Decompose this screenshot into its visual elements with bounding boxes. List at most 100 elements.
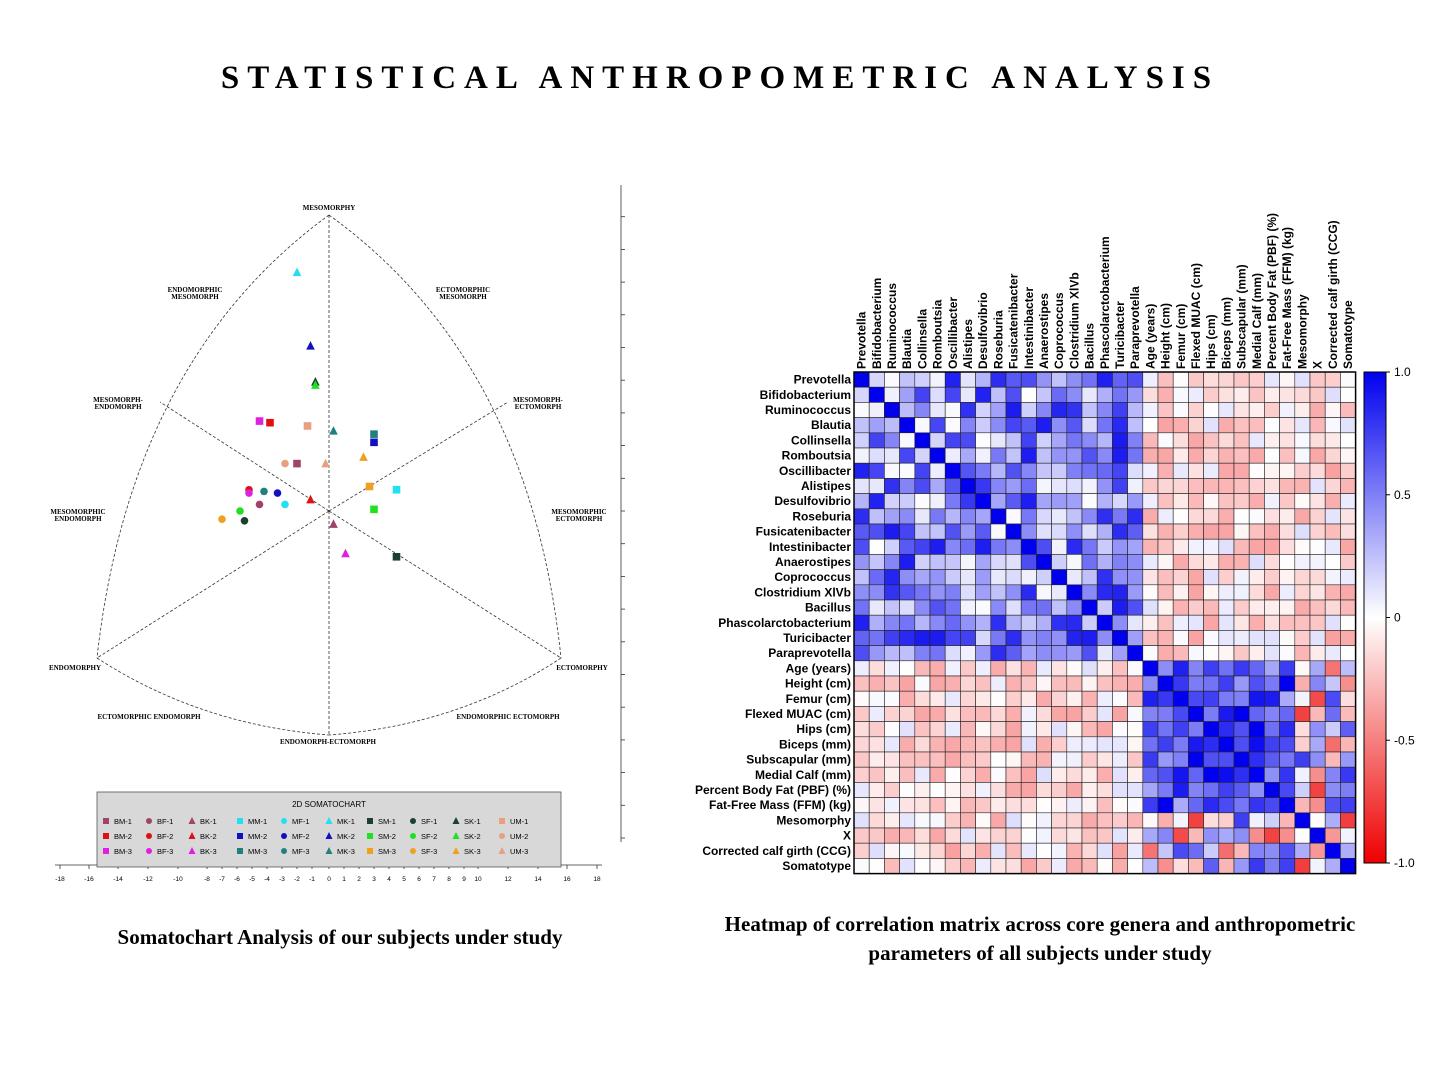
heatmap-cell — [1066, 630, 1083, 646]
heatmap-cell — [975, 766, 992, 783]
heatmap-cell — [914, 797, 931, 814]
heatmap-cell — [1172, 508, 1189, 525]
heatmap-cell — [1020, 523, 1037, 540]
heatmap-cell — [1203, 706, 1220, 722]
heatmap-cell — [1340, 554, 1356, 570]
heatmap-cell — [944, 478, 961, 494]
heatmap-cell — [1294, 523, 1311, 540]
heatmap-cell — [1309, 569, 1326, 586]
heatmap-cell — [1309, 493, 1326, 510]
heatmap-cell — [1127, 386, 1144, 403]
heatmap-cell — [1112, 645, 1128, 662]
heatmap-cell — [1279, 858, 1296, 874]
heatmap-cell — [1309, 402, 1326, 418]
heatmap-cell — [1294, 630, 1311, 646]
point-mk-3 — [329, 426, 338, 435]
heatmap-cell — [868, 812, 885, 829]
heatmap-cell — [1172, 371, 1189, 388]
heatmap-cell — [975, 842, 992, 859]
heatmap-cell — [1036, 478, 1052, 494]
heatmap-cell — [1005, 675, 1022, 692]
heatmap-cell — [1279, 599, 1296, 616]
heatmap-cell — [929, 386, 946, 403]
heatmap-cell — [1188, 827, 1204, 844]
heatmap-cell — [1324, 645, 1341, 662]
heatmap-cell — [975, 721, 992, 738]
heatmap-cell — [1096, 554, 1113, 570]
heatmap-cell — [884, 462, 900, 479]
heatmap-cell — [1096, 538, 1113, 555]
heatmap-cell — [1142, 675, 1159, 692]
heatmap-cell — [1264, 766, 1280, 783]
heatmap-cell — [853, 675, 870, 692]
heatmap-cell — [1188, 842, 1204, 859]
row-label: Percent Body Fat (PBF) (%) — [695, 783, 851, 797]
heatmap-cell — [914, 417, 931, 434]
heatmap-cell — [1248, 827, 1265, 844]
heatmap-cell — [929, 797, 946, 814]
heatmap-cell — [868, 858, 885, 874]
heatmap-cell — [1264, 675, 1280, 692]
heatmap-cell — [1142, 645, 1159, 662]
heatmap-colorbar: 1.0 0.5 0 -0.5 -1.0 — [1363, 365, 1415, 870]
heatmap-cell — [914, 614, 931, 631]
heatmap-cell — [1096, 432, 1113, 449]
heatmap-cell — [1294, 797, 1311, 814]
heatmap-cell — [1157, 584, 1174, 601]
heatmap-cell — [1233, 569, 1250, 586]
colorbar-tick-label: -0.5 — [1394, 733, 1415, 747]
heatmap-cell — [853, 858, 870, 874]
heatmap-cell — [1309, 706, 1326, 722]
heatmap-cell — [1005, 660, 1022, 677]
heatmap-cell — [1020, 827, 1037, 844]
heatmap-cell — [960, 751, 976, 768]
heatmap-cell — [1340, 523, 1356, 540]
heatmap-cell — [868, 478, 885, 494]
heatmap-cell — [1096, 797, 1113, 814]
heatmap-cell — [1309, 554, 1326, 570]
heatmap-cell — [1324, 706, 1341, 722]
heatmap-cell — [960, 432, 976, 449]
column-label: Alistipes — [961, 319, 975, 369]
heatmap-cell — [1264, 417, 1280, 434]
heatmap-cell — [899, 797, 916, 814]
heatmap-cell — [1020, 386, 1037, 403]
heatmap-cell — [1051, 614, 1068, 631]
heatmap-cell — [1127, 614, 1144, 631]
region-label-meso-ecto-1: MESOMORPH- — [513, 396, 563, 404]
heatmap-cell — [1036, 554, 1052, 570]
heatmap-cell — [1203, 523, 1220, 540]
heatmap-cell — [914, 432, 931, 449]
heatmap-cell — [1142, 660, 1159, 677]
heatmap-cell — [1324, 782, 1341, 798]
heatmap-cell — [944, 523, 961, 540]
heatmap-cell — [1066, 797, 1083, 814]
heatmap-cell — [1172, 554, 1189, 570]
heatmap-cell — [1081, 508, 1098, 525]
point-sk-2 — [311, 380, 320, 389]
point-um-1 — [303, 422, 312, 430]
heatmap-cell — [1142, 417, 1159, 434]
region-label-meso-ecto-2: ECTOMORPH — [515, 403, 562, 411]
heatmap-cell — [899, 371, 916, 388]
row-label: Anaerostipes — [775, 555, 851, 569]
heatmap-cell — [1112, 371, 1128, 388]
heatmap-cell — [1203, 630, 1220, 646]
heatmap-cell — [1036, 508, 1052, 525]
heatmap-cell — [1233, 402, 1250, 418]
frame-right-arc — [328, 214, 562, 659]
frame-bottom-left-arc — [96, 657, 330, 736]
legend-marker-mf-2 — [281, 833, 287, 839]
heatmap-cell — [1142, 523, 1159, 540]
heatmap-cell — [1020, 554, 1037, 570]
heatmap-cell — [884, 797, 900, 814]
heatmap-cell — [1036, 690, 1052, 707]
heatmap-cell — [1264, 706, 1280, 722]
heatmap-cell — [1248, 386, 1265, 403]
heatmap-cell — [1324, 447, 1341, 464]
heatmap-cell — [960, 493, 976, 510]
heatmap-cell — [1112, 690, 1128, 707]
heatmap-cell — [960, 417, 976, 434]
heatmap-cell — [1096, 417, 1113, 434]
heatmap-cell — [1157, 614, 1174, 631]
